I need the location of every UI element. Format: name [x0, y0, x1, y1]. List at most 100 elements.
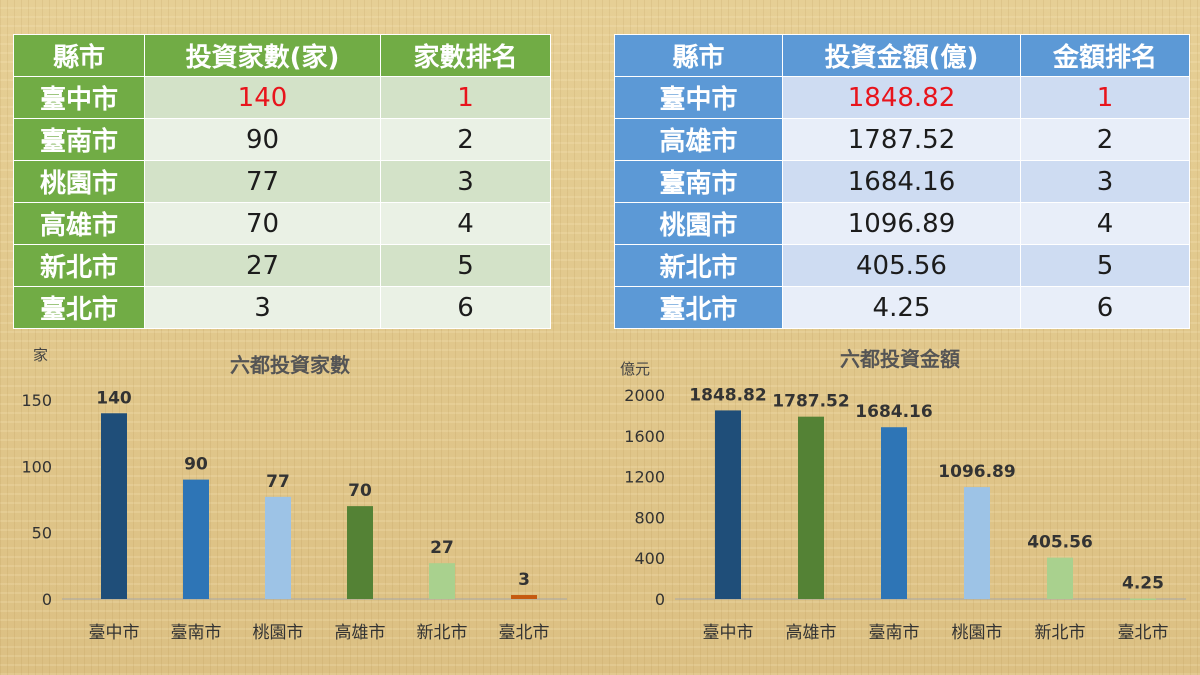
data-label: 1684.16 [855, 402, 932, 422]
amount-cell: 1848.82 [782, 76, 1021, 119]
bar [429, 563, 455, 599]
data-label: 70 [348, 481, 372, 501]
y-tick-label: 400 [634, 549, 665, 568]
count-cell: 70 [144, 202, 381, 245]
category-label: 新北市 [1035, 623, 1086, 643]
bar [1047, 557, 1073, 599]
category-label: 高雄市 [786, 623, 837, 643]
header-city: 縣市 [13, 34, 145, 77]
amount-cell: 1096.89 [782, 202, 1021, 245]
y-tick-label: 0 [655, 590, 665, 609]
category-label: 臺中市 [89, 623, 140, 643]
count-cell: 3 [144, 286, 381, 329]
category-label: 高雄市 [335, 623, 386, 643]
bar [347, 506, 373, 599]
header-rank: 金額排名 [1020, 34, 1190, 77]
rank-cell: 6 [1020, 286, 1190, 329]
city-cell: 新北市 [13, 244, 145, 287]
city-cell: 桃園市 [13, 160, 145, 203]
city-cell: 臺中市 [13, 76, 145, 119]
city-cell: 臺北市 [13, 286, 145, 329]
y-tick-label: 1200 [624, 468, 665, 487]
data-label: 1848.82 [689, 385, 766, 405]
category-label: 新北市 [417, 623, 468, 643]
table-row: 臺中市 1848.82 1 [614, 76, 1190, 119]
bar [715, 410, 741, 599]
rank-cell: 5 [1020, 244, 1190, 287]
data-label: 405.56 [1027, 533, 1093, 553]
table-row: 臺南市 1684.16 3 [614, 160, 1190, 203]
y-tick-label: 2000 [624, 386, 665, 405]
table-row: 高雄市 1787.52 2 [614, 118, 1190, 161]
city-cell: 臺中市 [614, 76, 783, 119]
investment-count-table: 縣市 投資家數(家) 家數排名 臺中市 140 1 臺南市 90 2 桃園市 7… [13, 34, 551, 329]
table-header-row: 縣市 投資家數(家) 家數排名 [13, 34, 551, 77]
city-cell: 臺南市 [13, 118, 145, 161]
rank-cell: 4 [380, 202, 551, 245]
table-row: 新北市 27 5 [13, 244, 551, 287]
amount-cell: 1684.16 [782, 160, 1021, 203]
category-label: 臺中市 [703, 623, 754, 643]
data-label: 4.25 [1122, 574, 1164, 594]
city-cell: 新北市 [614, 244, 783, 287]
bar [101, 413, 127, 599]
category-label: 桃園市 [253, 623, 304, 643]
table-row: 臺南市 90 2 [13, 118, 551, 161]
bar [964, 487, 990, 599]
rank-cell: 3 [380, 160, 551, 203]
city-cell: 桃園市 [614, 202, 783, 245]
bar [265, 496, 291, 599]
data-label: 77 [266, 472, 290, 492]
city-cell: 高雄市 [13, 202, 145, 245]
bar [1130, 598, 1156, 601]
data-label: 140 [96, 388, 132, 408]
data-label: 1787.52 [772, 392, 849, 412]
table-row: 新北市 405.56 5 [614, 244, 1190, 287]
investment-amount-table: 縣市 投資金額(億) 金額排名 臺中市 1848.82 1 高雄市 1787.5… [614, 34, 1190, 329]
count-cell: 77 [144, 160, 381, 203]
y-tick-label: 0 [42, 590, 52, 609]
category-label: 臺北市 [1118, 623, 1169, 643]
header-count: 投資家數(家) [144, 34, 381, 77]
category-label: 臺南市 [171, 623, 222, 643]
count-cell: 140 [144, 76, 381, 119]
data-label: 3 [518, 570, 530, 590]
rank-cell: 6 [380, 286, 551, 329]
table-row: 桃園市 1096.89 4 [614, 202, 1190, 245]
table-row: 臺北市 4.25 6 [614, 286, 1190, 329]
chart-title: 六都投資金額 [840, 347, 960, 371]
bar [511, 595, 537, 599]
investment-count-chart: 六都投資家數 家 0 50 100 150 140 臺中市 90 臺南市 77 桃園市 70 高雄市 27 新… [21, 346, 567, 643]
y-axis-unit: 億元 [620, 360, 650, 378]
city-cell: 臺北市 [614, 286, 783, 329]
table-row: 高雄市 70 4 [13, 202, 551, 245]
table-header-row: 縣市 投資金額(億) 金額排名 [614, 34, 1190, 77]
header-amount: 投資金額(億) [782, 34, 1021, 77]
table-row: 臺北市 3 6 [13, 286, 551, 329]
bar [798, 416, 824, 599]
rank-cell: 5 [380, 244, 551, 287]
rank-cell: 2 [1020, 118, 1190, 161]
bar [183, 479, 209, 599]
chart-title: 六都投資家數 [230, 353, 350, 377]
category-label: 臺南市 [869, 623, 920, 643]
amount-cell: 4.25 [782, 286, 1021, 329]
table-row: 臺中市 140 1 [13, 76, 551, 119]
category-label: 臺北市 [499, 623, 550, 643]
y-axis-unit: 家 [33, 346, 48, 364]
rank-cell: 4 [1020, 202, 1190, 245]
rank-cell: 3 [1020, 160, 1190, 203]
amount-cell: 405.56 [782, 244, 1021, 287]
y-tick-label: 1600 [624, 427, 665, 446]
rank-cell: 2 [380, 118, 551, 161]
y-tick-label: 100 [21, 457, 52, 476]
table-row: 桃園市 77 3 [13, 160, 551, 203]
bar [881, 427, 907, 599]
header-city: 縣市 [614, 34, 783, 77]
header-rank: 家數排名 [380, 34, 551, 77]
y-tick-label: 800 [634, 508, 665, 527]
amount-cell: 1787.52 [782, 118, 1021, 161]
city-cell: 臺南市 [614, 160, 783, 203]
count-cell: 27 [144, 244, 381, 287]
